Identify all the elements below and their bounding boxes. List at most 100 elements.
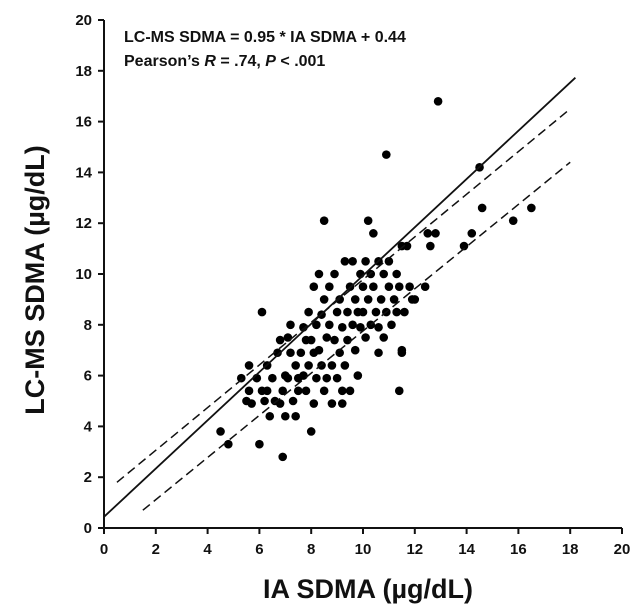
x-tick-label: 10 — [355, 541, 372, 558]
confidence-upper-line — [116, 108, 571, 483]
data-point — [306, 427, 316, 436]
data-point — [389, 295, 399, 304]
data-point — [301, 386, 311, 396]
data-point — [304, 307, 313, 317]
data-point — [273, 348, 282, 358]
data-points — [216, 96, 536, 462]
data-point — [363, 295, 373, 304]
data-point — [363, 216, 373, 225]
data-point — [255, 439, 264, 449]
data-point — [343, 335, 352, 345]
y-tick-label: 8 — [84, 317, 92, 334]
data-point — [340, 257, 350, 266]
y-tick-label: 2 — [84, 469, 92, 486]
x-tick-label: 6 — [255, 541, 263, 558]
data-point — [304, 361, 313, 370]
data-point — [216, 427, 225, 436]
data-point — [358, 282, 368, 292]
data-point — [459, 241, 469, 251]
equation-annotation: LC-MS SDMA = 0.95 * IA SDMA + 0.44 — [124, 29, 406, 46]
data-point — [467, 229, 477, 238]
data-point — [508, 216, 518, 225]
data-point — [348, 257, 357, 266]
data-point — [337, 399, 347, 408]
y-tick-label: 20 — [75, 12, 92, 29]
data-point — [384, 282, 394, 292]
data-point — [322, 373, 332, 383]
y-tick-label: 12 — [75, 215, 92, 232]
data-point — [392, 307, 401, 317]
y-tick-label: 18 — [75, 63, 92, 80]
data-point — [288, 396, 298, 406]
data-point — [337, 323, 347, 332]
data-point — [293, 386, 303, 396]
data-point — [332, 307, 342, 317]
data-point — [382, 150, 391, 159]
data-point — [420, 282, 430, 292]
data-point — [337, 386, 347, 396]
data-point — [332, 373, 342, 383]
data-point — [314, 269, 324, 279]
data-point — [306, 335, 316, 345]
data-point — [423, 229, 433, 238]
data-point — [345, 386, 355, 396]
x-tick-label: 16 — [510, 541, 527, 558]
data-point — [286, 348, 295, 358]
data-point — [397, 348, 407, 358]
data-point — [296, 348, 306, 358]
data-point — [309, 282, 319, 292]
x-tick-label: 14 — [458, 541, 475, 558]
data-point — [319, 386, 329, 396]
data-point — [325, 320, 334, 330]
data-point — [340, 361, 350, 370]
data-point — [322, 333, 332, 342]
data-point — [319, 216, 329, 225]
y-tick-label: 14 — [75, 164, 92, 181]
data-point — [236, 373, 246, 383]
data-point — [527, 203, 536, 213]
data-point — [268, 373, 277, 383]
x-tick-label: 20 — [614, 541, 631, 558]
data-point — [356, 323, 365, 332]
stats-annotation: Pearson’s R = .74, P < .001 — [124, 53, 325, 70]
x-tick-label: 8 — [307, 541, 315, 558]
data-point — [247, 399, 256, 408]
regression-line-segment — [103, 76, 576, 518]
data-point — [379, 333, 389, 342]
data-point — [278, 386, 288, 396]
data-point — [376, 295, 386, 304]
y-tick-label: 16 — [75, 114, 92, 131]
data-point — [343, 307, 352, 317]
data-point — [402, 241, 412, 251]
r-value: = .74, — [216, 53, 265, 70]
confidence-lower-line — [142, 161, 571, 511]
data-point — [374, 348, 383, 358]
p-value: < .001 — [276, 53, 325, 70]
data-point — [431, 229, 440, 238]
data-point — [327, 399, 337, 408]
y-tick-label: 0 — [84, 520, 92, 537]
data-point — [477, 203, 487, 213]
data-point — [433, 96, 443, 106]
y-tick-label: 4 — [84, 418, 93, 435]
confidence-band — [116, 108, 571, 511]
x-tick-label: 2 — [152, 541, 160, 558]
data-point — [405, 282, 414, 292]
data-point — [275, 399, 285, 408]
data-point — [392, 269, 401, 279]
data-point — [283, 373, 293, 383]
data-point — [262, 386, 272, 396]
data-point — [330, 269, 339, 279]
data-point — [361, 257, 370, 266]
data-point — [244, 386, 254, 396]
x-tick-label: 4 — [203, 541, 212, 558]
data-point — [281, 411, 290, 421]
x-tick-label: 0 — [100, 541, 108, 558]
data-point — [353, 371, 363, 380]
data-point — [291, 361, 300, 370]
r-symbol: R — [204, 53, 216, 70]
data-point — [325, 282, 334, 292]
data-point — [358, 307, 368, 317]
data-point — [314, 345, 324, 355]
